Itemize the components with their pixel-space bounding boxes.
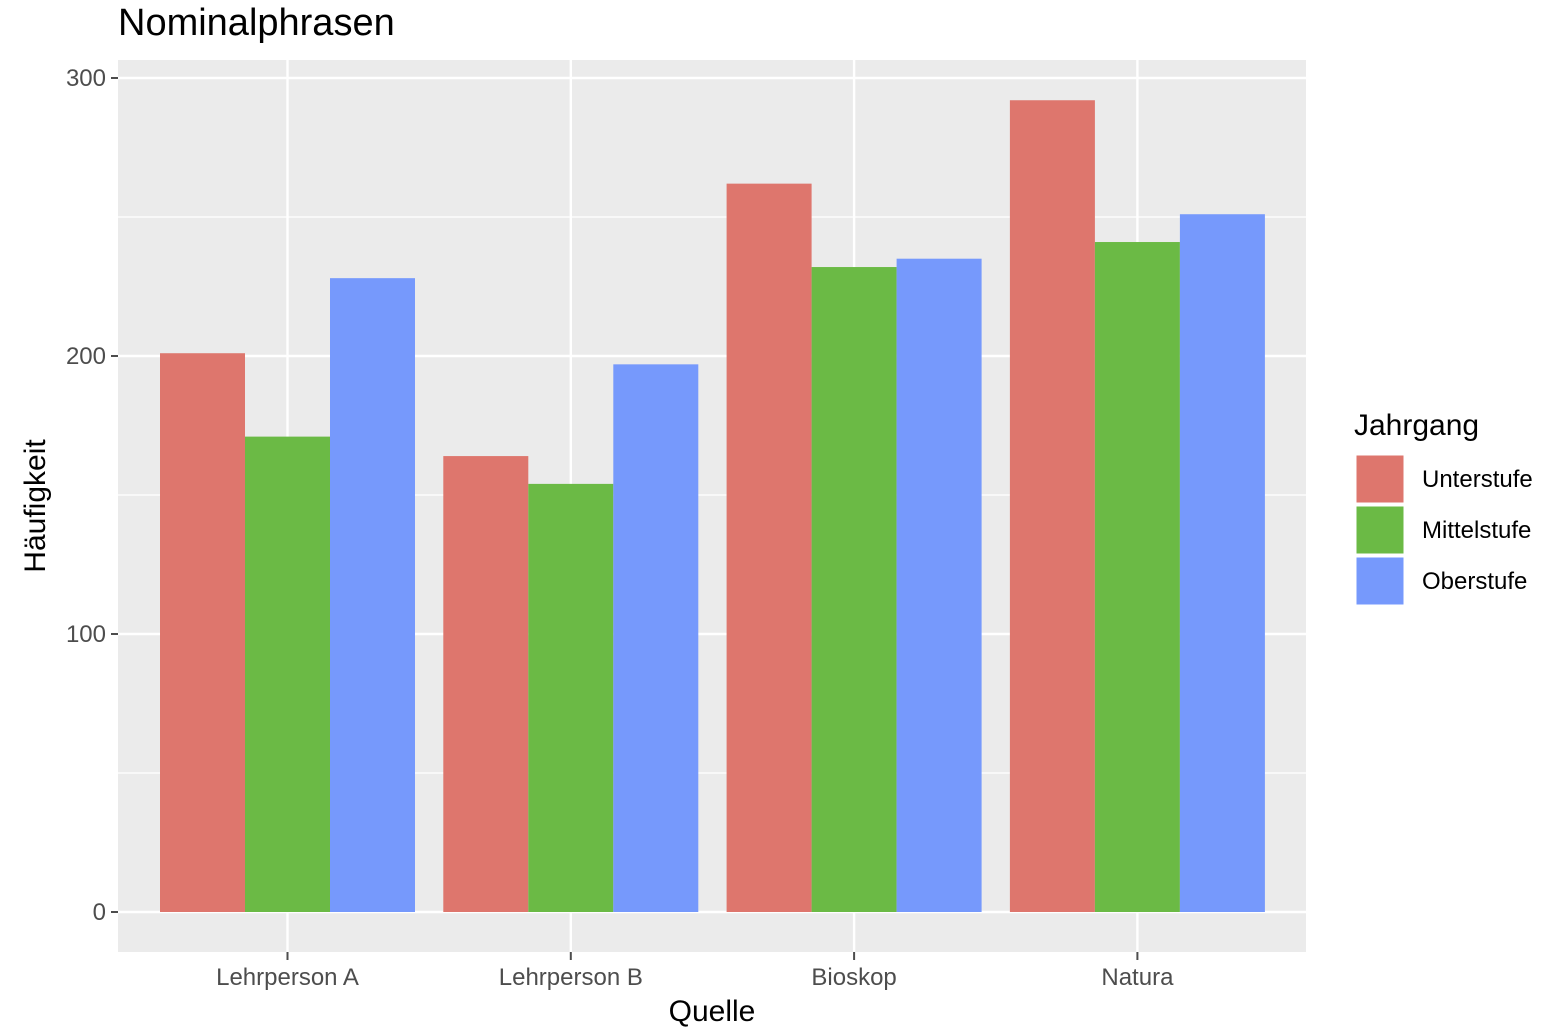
bar-mittelstufe-lehrperson-b [528, 483, 614, 912]
x-tick-label: Bioskop [811, 964, 896, 991]
bar-unterstufe-lehrperson-b [443, 456, 529, 912]
bar-oberstufe-lehrperson-b [613, 364, 699, 913]
bar-mittelstufe-lehrperson-a [245, 436, 330, 912]
chart-title: Nominalphrasen [118, 2, 395, 44]
legend-key-oberstufe [1355, 556, 1405, 606]
bar-mittelstufe-bioskop [811, 267, 897, 912]
y-axis: 0 100 200 300 [66, 65, 118, 926]
bars [160, 100, 1265, 913]
bar-oberstufe-bioskop [896, 258, 982, 912]
x-tick-label: Natura [1101, 964, 1174, 991]
bar-unterstufe-bioskop [726, 183, 812, 912]
y-tick-label: 300 [66, 65, 106, 92]
x-axis-title: Quelle [669, 995, 756, 1028]
y-tick-label: 0 [93, 899, 106, 926]
legend-label: Oberstufe [1422, 568, 1527, 595]
bar-oberstufe-natura [1179, 214, 1265, 913]
x-axis: Lehrperson A Lehrperson B Bioskop Natura [216, 952, 1174, 991]
legend-label: Unterstufe [1422, 466, 1533, 493]
bar-unterstufe-lehrperson-a [160, 353, 245, 913]
bar-unterstufe-natura [1009, 100, 1095, 913]
y-axis-title: Häufigkeit [19, 439, 52, 573]
legend-key-unterstufe [1355, 454, 1405, 504]
legend: Jahrgang Unterstufe Mittelstufe Oberstufe [1354, 409, 1533, 606]
x-tick-label: Lehrperson A [216, 964, 359, 991]
legend-key-mittelstufe [1355, 505, 1405, 555]
y-tick-label: 100 [66, 621, 106, 648]
bar-mittelstufe-natura [1094, 242, 1180, 912]
x-tick-label: Lehrperson B [499, 964, 643, 991]
legend-title: Jahrgang [1354, 409, 1479, 442]
legend-label: Mittelstufe [1422, 517, 1531, 544]
y-tick-label: 200 [66, 343, 106, 370]
bar-oberstufe-lehrperson-a [330, 278, 415, 912]
